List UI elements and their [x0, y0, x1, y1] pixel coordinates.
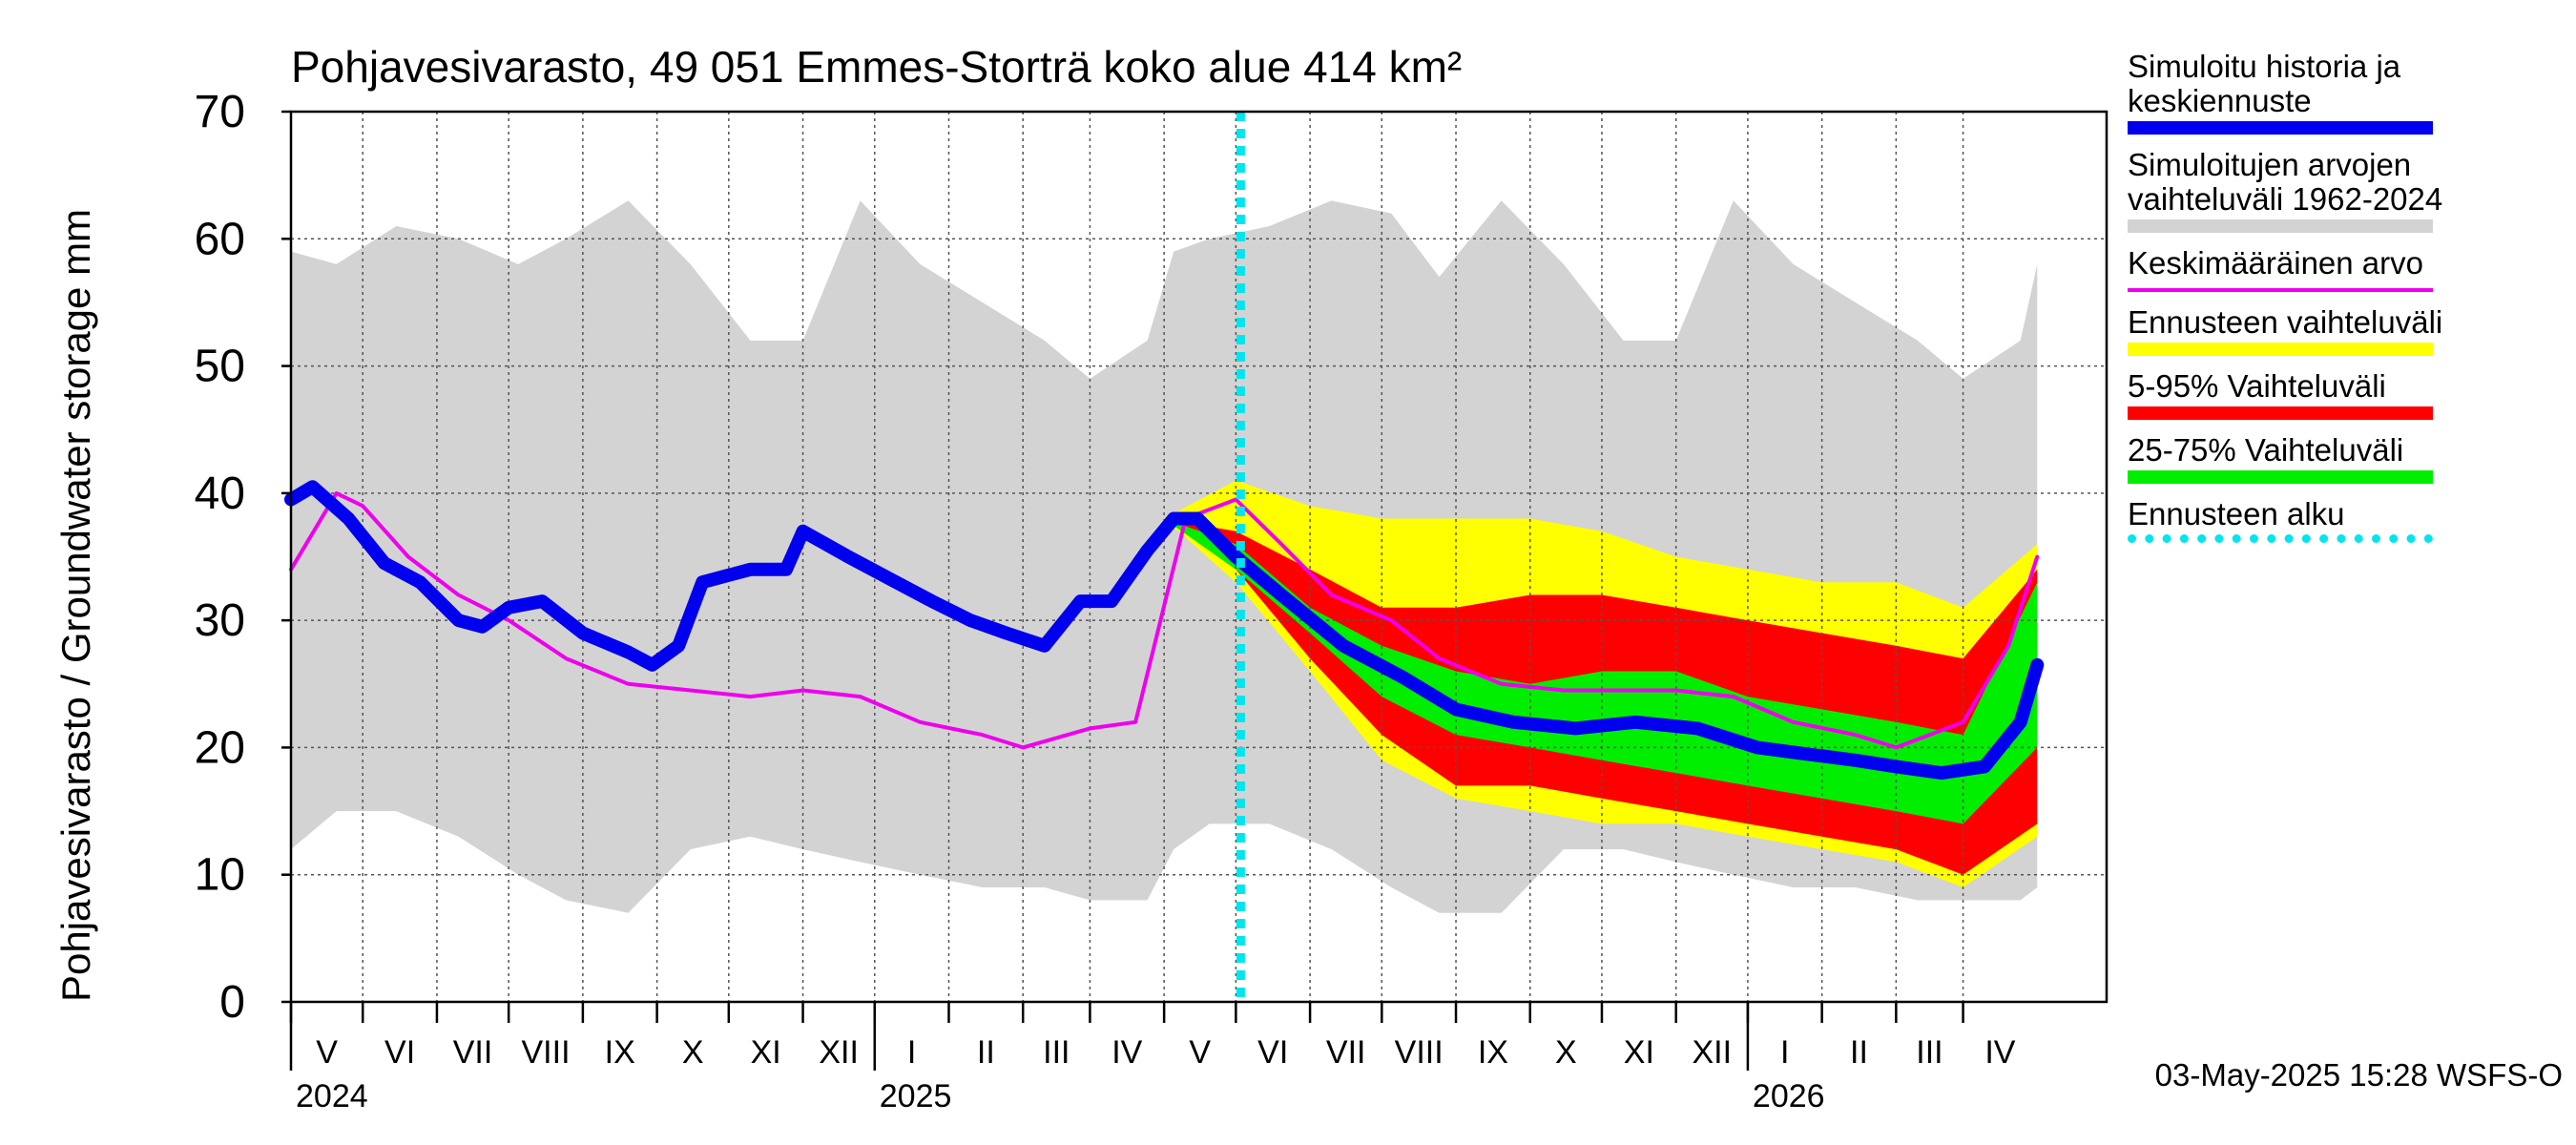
x-month-label: VIII	[1395, 1034, 1444, 1071]
x-month-label: V	[1189, 1034, 1211, 1071]
x-month-label: IX	[605, 1034, 635, 1071]
x-month-label: V	[316, 1034, 338, 1071]
legend-swatch	[2128, 470, 2433, 484]
x-month-label: VI	[1257, 1034, 1288, 1071]
legend-swatch	[2128, 343, 2433, 356]
legend-label: Ennusteen alku	[2128, 496, 2345, 531]
grid-layer	[291, 112, 2107, 1002]
x-year-label: 2026	[1753, 1078, 1825, 1114]
x-month-label: VII	[453, 1034, 493, 1071]
legend-item: Simuloitu historia ja keskiennuste	[2128, 50, 2547, 135]
legend: Simuloitu historia ja keskiennuste Simulo…	[2128, 50, 2547, 556]
x-month-label: IV	[1984, 1034, 2015, 1071]
x-month-label: VII	[1326, 1034, 1366, 1071]
chart-title: Pohjavesivarasto, 49 051 Emmes-Storträ k…	[291, 42, 1462, 92]
x-axis-months: V VI VII VIII IX X XI XII I II III IV V VI VII VIII IX X X…	[289, 1002, 2016, 1114]
series-line-keskim-r-inen-arvo	[289, 490, 2040, 750]
y-tick-label: 0	[219, 977, 245, 1028]
y-axis-ticks: 0 10 20 30 40 50 60 70	[195, 87, 291, 1028]
legend-label: Simuloitu historia ja keskiennuste	[2128, 49, 2401, 118]
x-month-label: X	[1555, 1034, 1577, 1071]
y-tick-label: 10	[195, 850, 245, 901]
x-month-label: XI	[1624, 1034, 1654, 1071]
y-tick-label: 50	[195, 342, 245, 392]
legend-item: Simuloitujen arvojen vaihteluväli 1962-2…	[2128, 148, 2547, 233]
legend-item: 5-95% Vaihteluväli	[2128, 369, 2547, 420]
band-25-75-vaihteluv-li	[1164, 518, 2038, 824]
y-tick-label: 70	[195, 87, 245, 137]
y-tick-label: 40	[195, 468, 245, 519]
y-tick-label: 20	[195, 722, 245, 773]
x-month-label: X	[682, 1034, 704, 1071]
legend-label: Keskimääräinen arvo	[2128, 245, 2423, 281]
timestamp-footer: 03-May-2025 15:28 WSFS-O	[2154, 1057, 2563, 1093]
y-tick-label: 60	[195, 214, 245, 264]
legend-label: 5-95% Vaihteluväli	[2128, 368, 2386, 404]
legend-item: Ennusteen alku	[2128, 497, 2547, 543]
x-month-label: III	[1916, 1034, 1942, 1071]
band-layer	[291, 200, 2038, 913]
legend-item: Ennusteen vaihteluväli	[2128, 305, 2547, 356]
x-month-label: III	[1043, 1034, 1070, 1071]
legend-item: 25-75% Vaihteluväli	[2128, 433, 2547, 484]
legend-swatch	[2128, 534, 2433, 543]
x-month-label: XII	[1693, 1034, 1733, 1071]
y-tick-label: 30	[195, 595, 245, 646]
plot-frame	[289, 110, 2109, 1004]
x-month-label: VI	[384, 1034, 415, 1071]
legend-label: Simuloitujen arvojen vaihteluväli 1962-2…	[2128, 147, 2443, 217]
x-month-label: I	[907, 1034, 916, 1071]
x-year-label: 2025	[880, 1078, 952, 1114]
legend-swatch	[2128, 406, 2433, 420]
x-month-label: XII	[819, 1034, 859, 1071]
legend-label: 25-75% Vaihteluväli	[2128, 432, 2404, 468]
legend-swatch	[2128, 219, 2433, 233]
legend-swatch	[2128, 121, 2433, 135]
legend-label: Ennusteen vaihteluväli	[2128, 304, 2443, 340]
y-axis-label: Pohjavesivarasto / Groundwater storage m…	[53, 209, 98, 1002]
series-line-simuloitu-historia-ja-keskiennuste	[284, 480, 2045, 781]
x-month-label: IV	[1111, 1034, 1142, 1071]
x-month-label: II	[977, 1034, 995, 1071]
x-month-label: I	[1780, 1034, 1789, 1071]
line-layer	[284, 480, 2045, 781]
legend-item: Keskimääräinen arvo	[2128, 246, 2547, 292]
x-month-label: II	[1850, 1034, 1868, 1071]
legend-swatch	[2128, 288, 2433, 292]
x-year-label: 2024	[296, 1078, 368, 1114]
x-month-label: IX	[1478, 1034, 1508, 1071]
x-month-label: XI	[751, 1034, 781, 1071]
x-month-label: VIII	[522, 1034, 571, 1071]
